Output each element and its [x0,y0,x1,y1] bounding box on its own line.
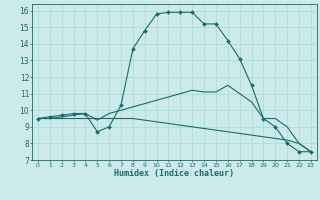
X-axis label: Humidex (Indice chaleur): Humidex (Indice chaleur) [115,169,234,178]
